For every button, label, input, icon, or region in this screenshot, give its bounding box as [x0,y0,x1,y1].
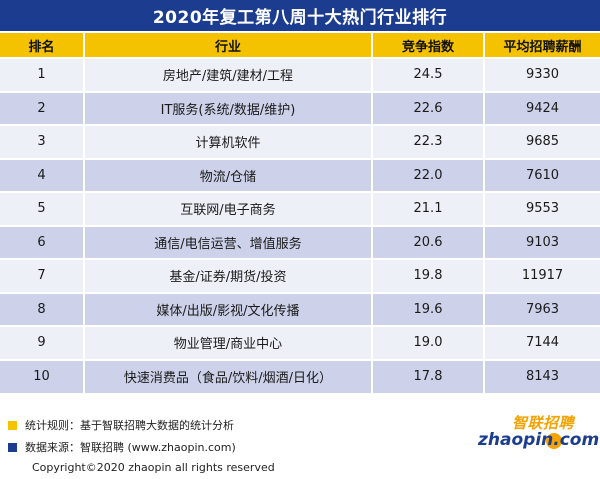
legend-source-text: 数据来源：智联招聘 (www.zhaopin.com) [25,441,236,454]
salary-cell: 9424 [484,90,600,125]
salary-cell: 7610 [484,157,600,192]
industry-cell: 媒体/出版/影视/文化传播 [84,291,373,326]
industry-cell: 物业管理/商业中心 [84,325,373,360]
rank-cell: 1 [0,57,85,92]
rank-cell: 3 [0,124,85,159]
column-header-competition-index: 竞争指数 [372,33,485,58]
legend-rule-text: 统计规则：基于智联招聘大数据的统计分析 [25,419,234,432]
salary-cell: 9553 [484,191,600,226]
rank-cell: 7 [0,258,85,293]
industry-cell: 基金/证券/期货/投资 [84,258,373,293]
industry-cell: 计算机软件 [84,124,373,159]
competition-index-cell: 22.0 [372,157,485,192]
table-row: 7 基金/证券/期货/投资 19.8 11917 [0,258,600,293]
copyright-text: Copyright©2020 zhaopin all rights reserv… [32,461,275,474]
rank-cell: 6 [0,224,85,259]
table-row: 8 媒体/出版/影视/文化传播 19.6 7963 [0,291,600,326]
rank-cell: 8 [0,291,85,326]
competition-index-cell: 19.8 [372,258,485,293]
table-row: 3 计算机软件 22.3 9685 [0,124,600,159]
logo-cn-text: 智联招聘 [512,414,575,432]
industry-cell: IT服务(系统/数据/维护) [84,90,373,125]
table-row: 6 通信/电信运营、增值服务 20.6 9103 [0,224,600,259]
competition-index-cell: 17.8 [372,358,485,393]
competition-index-cell: 19.6 [372,291,485,326]
table-row: 2 IT服务(系统/数据/维护) 22.6 9424 [0,90,600,125]
competition-index-cell: 24.5 [372,57,485,92]
column-header-industry: 行业 [84,33,373,58]
table-row: 9 物业管理/商业中心 19.0 7144 [0,325,600,360]
competition-index-cell: 19.0 [372,325,485,360]
rank-cell: 9 [0,325,85,360]
logo-dot-icon [546,433,562,449]
table-header-row: 排名 行业 竞争指数 平均招聘薪酬 [0,33,600,58]
column-header-average-salary: 平均招聘薪酬 [484,33,600,58]
zhaopin-logo: 智联招聘 zhaopin.com [476,412,599,460]
industry-cell: 房地产/建筑/建材/工程 [84,57,373,92]
competition-index-cell: 22.3 [372,124,485,159]
logo-en-text: zhaopin.com [478,430,600,450]
competition-index-cell: 20.6 [372,224,485,259]
legend-source: 数据来源：智联招聘 (www.zhaopin.com) [8,439,236,455]
industry-cell: 物流/仓储 [84,157,373,192]
industry-cell: 互联网/电子商务 [84,191,373,226]
column-header-rank: 排名 [0,33,85,58]
salary-cell: 9330 [484,57,600,92]
blue-square-icon [8,442,17,452]
salary-cell: 7144 [484,325,600,360]
competition-index-cell: 21.1 [372,191,485,226]
competition-index-cell: 22.6 [372,90,485,125]
ranking-table: 排名 行业 竞争指数 平均招聘薪酬 1 房地产/建筑/建材/工程 24.5 93… [0,33,600,393]
salary-cell: 9103 [484,224,600,259]
salary-cell: 7963 [484,291,600,326]
table-row: 5 互联网/电子商务 21.1 9553 [0,191,600,226]
page-title: 2020年复工第八周十大热门行业排行 [0,0,600,31]
rank-cell: 2 [0,90,85,125]
salary-cell: 9685 [484,124,600,159]
salary-cell: 8143 [484,358,600,393]
salary-cell: 11917 [484,258,600,293]
rank-cell: 4 [0,157,85,192]
industry-cell: 通信/电信运营、增值服务 [84,224,373,259]
rank-cell: 5 [0,191,85,226]
yellow-square-icon [8,420,17,430]
table-row: 1 房地产/建筑/建材/工程 24.5 9330 [0,57,600,92]
industry-cell: 快速消费品（食品/饮料/烟酒/日化） [84,358,373,393]
table-row: 4 物流/仓储 22.0 7610 [0,157,600,192]
legend-rule: 统计规则：基于智联招聘大数据的统计分析 [8,417,234,433]
table-row: 10 快速消费品（食品/饮料/烟酒/日化） 17.8 8143 [0,358,600,393]
rank-cell: 10 [0,358,85,393]
